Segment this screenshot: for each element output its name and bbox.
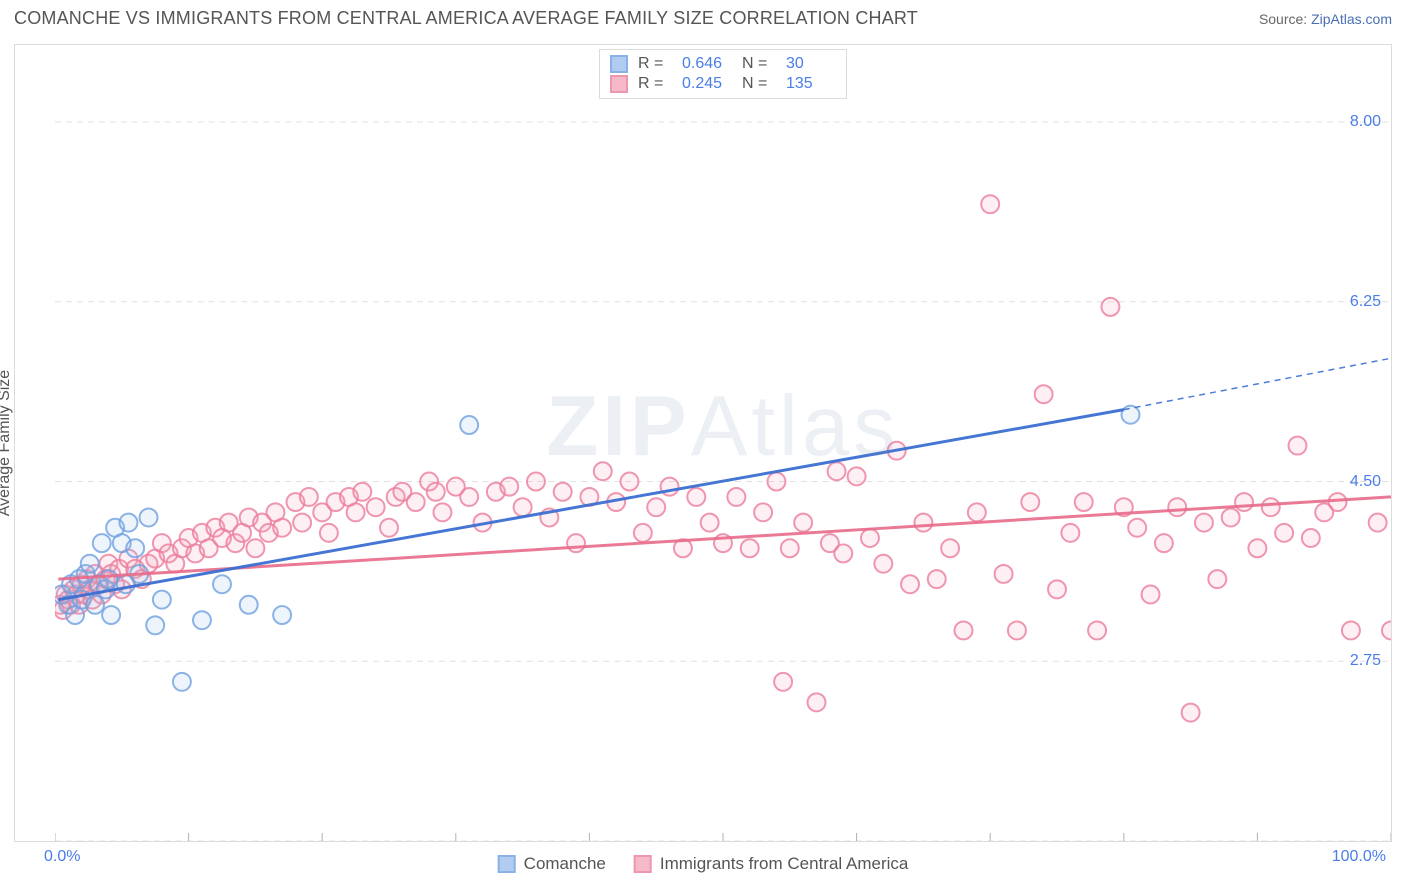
legend-label-immigrants: Immigrants from Central America	[660, 854, 908, 874]
legend-row-immigrants: R = 0.245 N = 135	[610, 74, 836, 94]
correlation-legend: R = 0.646 N = 30 R = 0.245 N = 135	[599, 49, 847, 99]
legend-item-immigrants: Immigrants from Central America	[634, 854, 908, 874]
r-label: R =	[638, 75, 672, 93]
r-value-immigrants: 0.245	[682, 75, 732, 93]
chart-container: Average Family Size ZIPAtlas R = 0.646 N…	[14, 44, 1392, 842]
swatch-comanche-icon	[498, 855, 516, 873]
n-label: N =	[742, 75, 776, 93]
r-label: R =	[638, 55, 672, 73]
r-value-comanche: 0.646	[682, 55, 732, 73]
source-label: Source: ZipAtlas.com	[1259, 11, 1392, 27]
y-tick-label: 8.00	[1350, 113, 1381, 131]
legend-label-comanche: Comanche	[524, 854, 606, 874]
swatch-immigrants	[610, 75, 628, 93]
y-tick-label: 2.75	[1350, 652, 1381, 670]
y-tick-label: 4.50	[1350, 473, 1381, 491]
plot-area: ZIPAtlas R = 0.646 N = 30 R = 0.245 N = …	[55, 45, 1391, 841]
swatch-comanche	[610, 55, 628, 73]
scatter-chart	[55, 45, 1391, 841]
n-value-immigrants: 135	[786, 75, 836, 93]
n-value-comanche: 30	[786, 55, 836, 73]
series-legend: Comanche Immigrants from Central America	[498, 854, 909, 874]
x-axis-max: 100.0%	[1332, 848, 1386, 866]
legend-item-comanche: Comanche	[498, 854, 606, 874]
legend-row-comanche: R = 0.646 N = 30	[610, 54, 836, 74]
swatch-immigrants-icon	[634, 855, 652, 873]
n-label: N =	[742, 55, 776, 73]
source-link[interactable]: ZipAtlas.com	[1311, 11, 1392, 27]
y-axis-label: Average Family Size	[0, 370, 14, 516]
y-tick-label: 6.25	[1350, 293, 1381, 311]
x-axis-min: 0.0%	[44, 848, 80, 866]
chart-title: COMANCHE VS IMMIGRANTS FROM CENTRAL AMER…	[14, 8, 918, 29]
